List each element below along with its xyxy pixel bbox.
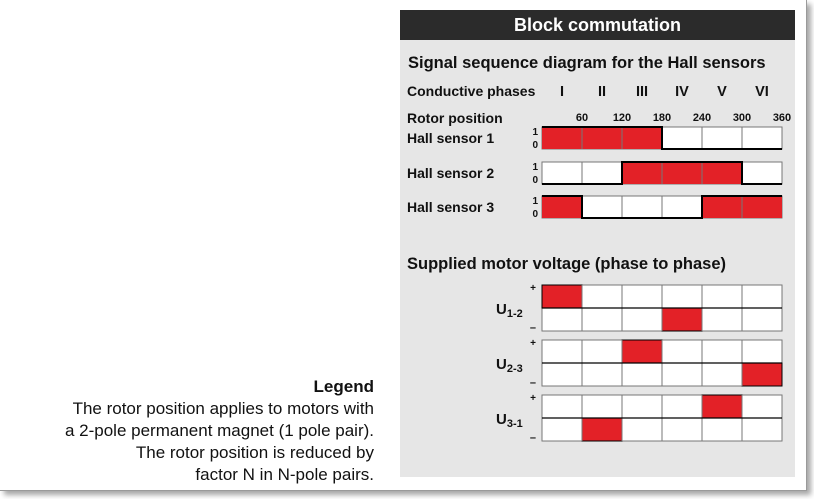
angle-tick-label: 240	[693, 112, 711, 124]
angle-tick-label: 120	[613, 112, 631, 124]
voltage-label: U3-1	[496, 411, 523, 430]
legend-title: Legend	[313, 377, 374, 396]
hall-high-segment	[622, 162, 662, 184]
phase-label: IV	[675, 84, 689, 100]
phase-label: III	[636, 84, 648, 100]
hall-heading: Signal sequence diagram for the Hall sen…	[408, 54, 766, 72]
minus-sign: –	[530, 322, 536, 334]
hall-high-segment	[622, 127, 662, 149]
voltage-label: U2-3	[496, 356, 523, 375]
angle-tick-label: 180	[653, 112, 671, 124]
level-high-label: 1	[532, 196, 538, 207]
voltage-positive-segment	[701, 394, 743, 419]
hall-high-segment	[702, 162, 742, 184]
legend-line: a 2-pole permanent magnet (1 pole pair).	[64, 421, 374, 440]
minus-sign: –	[530, 432, 536, 444]
hall-high-segment	[542, 127, 582, 149]
plus-sign: +	[530, 338, 536, 349]
legend-line: factor N in N-pole pairs.	[195, 465, 374, 484]
voltage-positive-segment	[621, 339, 663, 364]
voltage-negative-segment	[581, 417, 623, 442]
minus-sign: –	[530, 377, 536, 389]
legend-line: The rotor position applies to motors wit…	[72, 399, 374, 418]
rotor-position-label: Rotor position	[407, 110, 503, 126]
conductive-phases-label: Conductive phases	[407, 83, 536, 99]
commutation-panel: Block commutation Signal sequence diagra…	[400, 10, 795, 477]
hall-signal-trace	[542, 195, 782, 219]
hall-high-segment	[582, 127, 622, 149]
plus-sign: +	[530, 393, 536, 404]
phase-label: I	[560, 84, 564, 100]
banner-title: Block commutation	[400, 10, 795, 40]
level-low-label: 0	[532, 209, 538, 220]
commutation-diagram: Signal sequence diagram for the Hall sen…	[407, 54, 791, 444]
legend: Legend The rotor position applies to mot…	[65, 376, 374, 486]
legend-line: The rotor position is reduced by	[135, 443, 374, 462]
phase-label: II	[598, 84, 606, 100]
voltage-negative-segment	[741, 362, 783, 387]
angle-tick-label: 360	[773, 112, 791, 124]
hall-sensor-label: Hall sensor 3	[407, 199, 494, 215]
level-low-label: 0	[532, 175, 538, 186]
hall-high-segment	[662, 162, 702, 184]
hall-sensor-label: Hall sensor 1	[407, 130, 494, 146]
hall-high-segment	[542, 196, 582, 218]
hall-sensor-label: Hall sensor 2	[407, 165, 494, 181]
angle-tick-label: 300	[733, 112, 751, 124]
hall-high-segment	[742, 196, 782, 218]
voltage-positive-segment	[541, 284, 583, 309]
hall-high-segment	[702, 196, 742, 218]
voltage-label: U1-2	[496, 301, 523, 320]
hall-signal-trace	[542, 126, 782, 150]
level-low-label: 0	[532, 140, 538, 151]
voltage-heading: Supplied motor voltage (phase to phase)	[407, 255, 726, 273]
phase-label: VI	[755, 84, 769, 100]
hall-signal-trace	[542, 161, 782, 185]
plus-sign: +	[530, 283, 536, 294]
level-high-label: 1	[532, 127, 538, 138]
level-high-label: 1	[532, 162, 538, 173]
phase-label: V	[717, 84, 727, 100]
angle-tick-label: 60	[576, 112, 588, 124]
voltage-negative-segment	[661, 307, 703, 332]
